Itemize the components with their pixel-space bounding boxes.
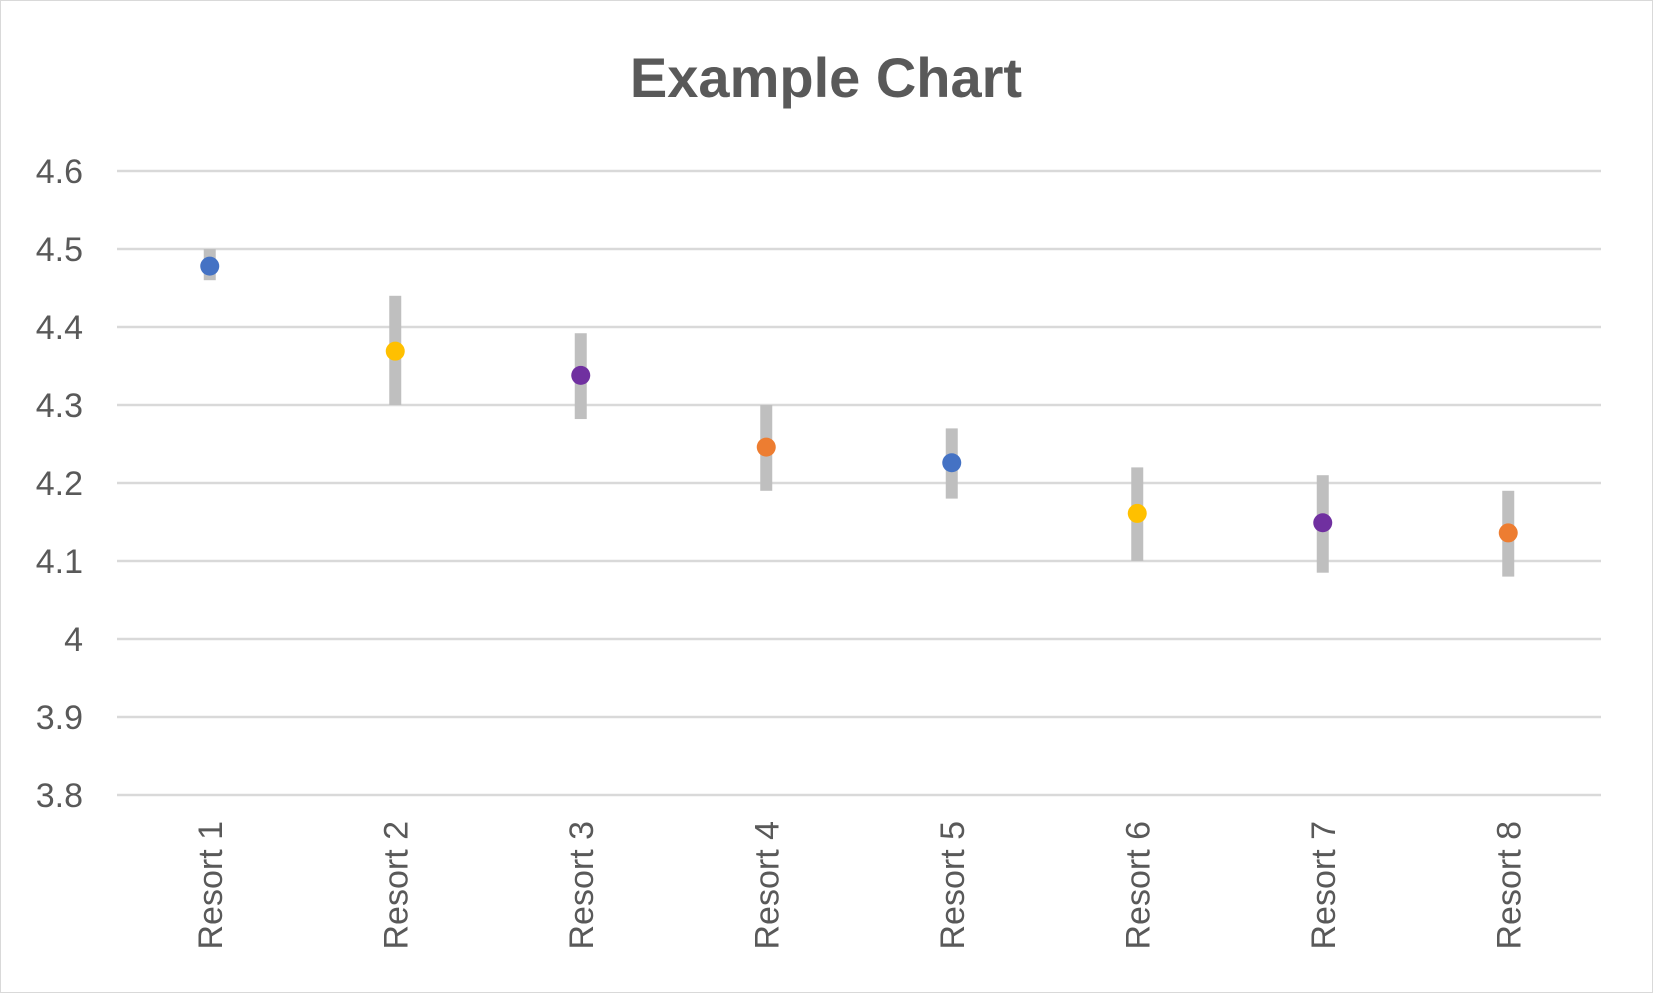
gridlines: [117, 169, 1601, 797]
x-category-label: Resort 4: [748, 821, 786, 950]
data-points: [200, 256, 1518, 543]
y-tick-label: 4.6: [36, 153, 83, 191]
y-tick-label: 4: [64, 621, 83, 659]
x-category-label: Resort 8: [1490, 821, 1528, 950]
x-category-label: Resort 6: [1119, 821, 1157, 950]
y-tick-label: 4.4: [36, 309, 83, 347]
x-axis-category-labels: Resort 1 Resort 2 Resort 3 Resort 4 Resort 5…: [192, 821, 1529, 950]
data-point: [200, 256, 220, 276]
y-tick-label: 4.5: [36, 231, 83, 269]
x-category-label: Resort 5: [934, 821, 972, 950]
y-tick-label: 4.1: [36, 543, 83, 581]
data-point: [1127, 503, 1147, 523]
x-category-label: Resort 7: [1305, 821, 1343, 950]
chart-title: Example Chart: [630, 46, 1022, 109]
data-point: [1313, 513, 1333, 533]
data-point: [942, 453, 962, 473]
y-tick-label: 4.3: [36, 387, 83, 425]
y-tick-label: 3.9: [36, 699, 83, 737]
y-tick-label: 3.8: [36, 777, 83, 815]
data-point: [385, 341, 405, 361]
y-tick-label: 4.2: [36, 465, 83, 503]
y-axis-tick-labels: 4.6 4.5 4.4 4.3 4.2 4.1 4 3.9 3.8: [36, 153, 83, 815]
x-category-label: Resort 3: [563, 821, 601, 950]
x-category-label: Resort 1: [192, 821, 230, 950]
data-point: [756, 437, 776, 457]
data-point: [571, 365, 591, 385]
x-category-label: Resort 2: [377, 821, 415, 950]
data-point: [1498, 523, 1518, 543]
